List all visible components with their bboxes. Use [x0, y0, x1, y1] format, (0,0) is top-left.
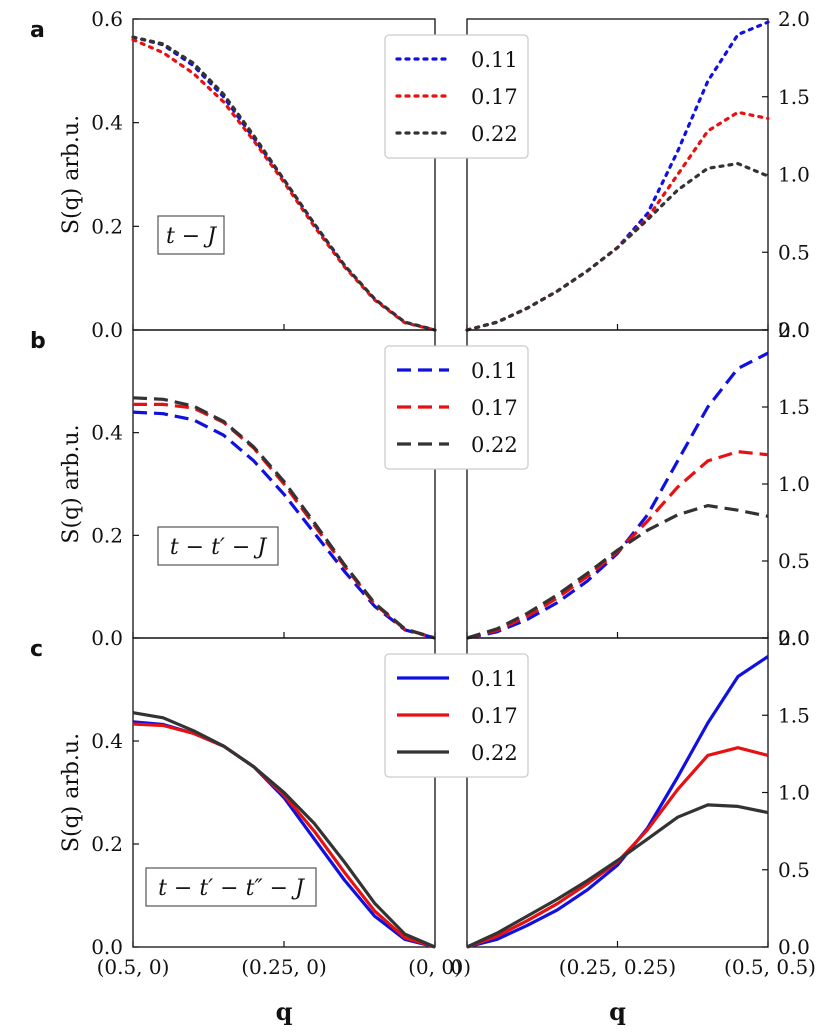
series-line-right-0.22	[465, 162, 770, 332]
legend-box	[384, 653, 529, 778]
panel-label: b	[30, 329, 46, 354]
model-label: t − t′ − J	[170, 535, 268, 560]
series-line-right-0.22	[466, 803, 769, 949]
series-line-left-0.22	[132, 396, 436, 640]
left-y-tick-label: 0.4	[91, 111, 123, 135]
model-label-box	[145, 867, 317, 907]
series-line-right-0.22	[466, 504, 769, 640]
panel-b: 0.0 0.2 0.4 0.0 0.5 1.0 1.5 2.0 S(q) arb.u. b t − …	[30, 318, 810, 650]
x-axis-label-right: q	[609, 997, 626, 1026]
x-axis-label-left: q	[276, 997, 293, 1026]
left-y-tick-label: 0.2	[91, 523, 123, 547]
left-x-tick-label: (0.5, 0)	[97, 955, 170, 979]
left-y-tick-label: 0.0	[91, 318, 123, 342]
model-label: t − t′ − t″ − J	[158, 876, 305, 901]
left-y-tick-label: 0.6	[91, 7, 123, 31]
right-y-tick-label: 0.5	[778, 549, 810, 573]
legend-label: 0.17	[471, 704, 518, 728]
left-y-tick-label: 0.4	[91, 421, 123, 445]
right-y-tick-label: 0.5	[778, 858, 810, 882]
right-x-tick-label: 0)	[450, 955, 471, 979]
panel-c: 0.0 0.2 0.4 0.0 0.5 1.0 1.5 2.0 S(q) arb.u. c t − …	[30, 626, 816, 1026]
legend-box	[384, 34, 529, 159]
left-x-tick-label: (0, 0)	[408, 955, 462, 979]
panel-label: c	[30, 637, 43, 662]
right-y-tick-label: 1.5	[778, 395, 810, 419]
left-y-tick-label: 0.2	[91, 832, 123, 856]
series-line-right-0.17	[466, 450, 769, 640]
right-y-tick-label: 0.0	[778, 318, 810, 342]
right-y-tick-label: 0.0	[778, 626, 810, 650]
right-y-tick-label: 1.0	[778, 472, 810, 496]
legend-label: 0.11	[471, 667, 518, 691]
right-y-tick-label: 0.0	[778, 935, 810, 959]
right-x-tick-label: (0.5, 0.5)	[724, 955, 816, 979]
right-y-tick-label: 2.0	[778, 318, 810, 342]
legend-label: 0.22	[471, 122, 518, 146]
legend-label: 0.17	[471, 396, 518, 420]
right-y-tick-label: 1.0	[778, 163, 810, 187]
y-axis-label: S(q) arb.u.	[59, 115, 84, 234]
right-y-tick-label: 1.0	[778, 781, 810, 805]
left-y-tick-label: 0.0	[91, 935, 123, 959]
legend-label: 0.11	[471, 359, 518, 383]
legend-label: 0.11	[471, 48, 518, 72]
left-y-tick-label: 0.0	[91, 626, 123, 650]
right-y-tick-label: 1.5	[778, 703, 810, 727]
left-x-tick-label: (0.25, 0)	[241, 955, 327, 979]
y-axis-label: S(q) arb.u.	[59, 424, 84, 543]
model-label-box	[157, 526, 279, 566]
y-axis-label: S(q) arb.u.	[59, 733, 84, 852]
panel-label: a	[30, 18, 45, 43]
right-x-tick-label: (0.25, 0.25)	[559, 955, 676, 979]
right-y-tick-label: 2.0	[778, 626, 810, 650]
panel-a: 0.0 0.2 0.4 0.6 0.0 0.5 1.0 1.5 2.0 S(q) arb.u. a t…	[30, 7, 810, 342]
left-y-tick-label: 0.2	[91, 214, 123, 238]
model-label: t − J	[166, 224, 217, 249]
legend-label: 0.22	[471, 741, 518, 765]
right-y-tick-label: 1.5	[778, 85, 810, 109]
right-y-tick-label: 0.5	[778, 240, 810, 264]
legend-label: 0.17	[471, 85, 518, 109]
legend-box	[384, 345, 529, 470]
series-line-right-0.11	[466, 655, 769, 949]
series-line-left-0.22	[131, 35, 437, 332]
left-y-tick-label: 0.4	[91, 729, 123, 753]
model-label-box	[157, 215, 225, 255]
right-y-tick-label: 2.0	[778, 7, 810, 31]
legend-label: 0.22	[471, 433, 518, 457]
series-line-left-0.17	[132, 722, 436, 949]
series-line-left-0.22	[132, 711, 436, 949]
